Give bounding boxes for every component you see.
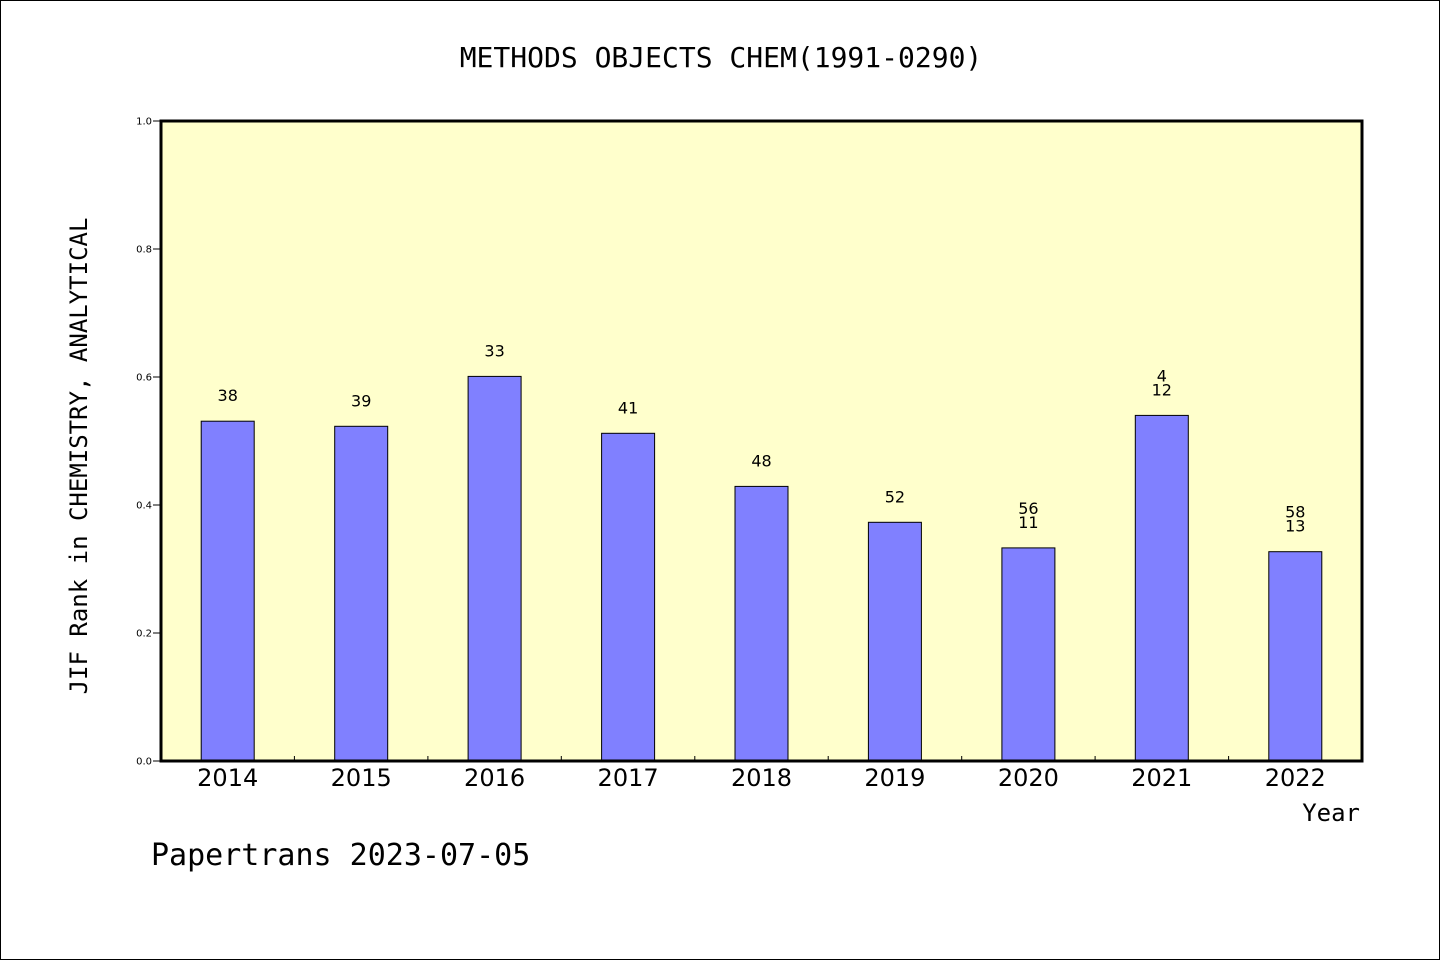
data-label-2021-2: 12 — [1152, 380, 1172, 399]
x-tick-label-2015: 2015 — [331, 764, 392, 792]
chart-title: METHODS OBJECTS CHEM(1991-0290) — [460, 41, 983, 74]
data-label-2014: 38 — [218, 386, 238, 405]
data-label-2016: 33 — [484, 341, 504, 360]
x-tick-label-2022: 2022 — [1265, 764, 1326, 792]
y-tick-label-0-6: 0.6 — [136, 373, 152, 384]
x-tick-label-2020: 2020 — [998, 764, 1059, 792]
x-tick-label-2017: 2017 — [598, 764, 659, 792]
bar-2019 — [867, 521, 922, 762]
x-axis: 2014 2015 2016 2017 2018 2019 2020 2021 2022 — [197, 756, 1326, 792]
data-label-2021-1: 4 — [1157, 366, 1167, 385]
data-label-2019: 52 — [885, 487, 905, 506]
x-tick-label-2014: 2014 — [197, 764, 258, 792]
x-tick-label-2021: 2021 — [1131, 764, 1192, 792]
footer-credit: Papertrans 2023-07-05 — [151, 838, 530, 873]
bar-2015 — [334, 425, 389, 762]
bar-2017 — [601, 432, 656, 762]
x-tick-label-2018: 2018 — [731, 764, 792, 792]
y-tick-label-0-8: 0.8 — [136, 245, 152, 256]
x-axis-label: Year — [1302, 799, 1360, 827]
bar-2014 — [200, 420, 255, 762]
data-label-2018: 48 — [751, 451, 771, 470]
data-label-2022-1: 58 — [1285, 503, 1305, 522]
y-tick-label-0-0: 0.0 — [136, 757, 152, 768]
bar-2021 — [1134, 414, 1189, 762]
data-label-2017: 41 — [618, 398, 638, 417]
y-tick-label-0-4: 0.4 — [136, 501, 152, 512]
bars-layer — [200, 375, 1323, 762]
bar-2020 — [1001, 547, 1056, 762]
y-tick-label-1-0: 1.0 — [136, 117, 152, 128]
bar-2022 — [1268, 551, 1323, 762]
x-tick-label-2016: 2016 — [464, 764, 525, 792]
data-label-2015: 39 — [351, 391, 371, 410]
data-label-2020-2: 11 — [1018, 513, 1038, 532]
bar-2018 — [734, 485, 789, 762]
plot-frame — [159, 119, 1364, 763]
y-tick-label-0-2: 0.2 — [136, 629, 152, 640]
y-axis-label: JIF Rank in CHEMISTRY, ANALYTICAL — [65, 218, 93, 695]
data-label-2022-2: 13 — [1285, 517, 1305, 536]
bar-2016 — [467, 375, 522, 762]
y-axis: 0.0 0.2 0.4 0.6 0.8 1.0 — [136, 117, 161, 768]
data-label-2020-1: 56 — [1018, 499, 1038, 518]
x-tick-label-2019: 2019 — [864, 764, 925, 792]
